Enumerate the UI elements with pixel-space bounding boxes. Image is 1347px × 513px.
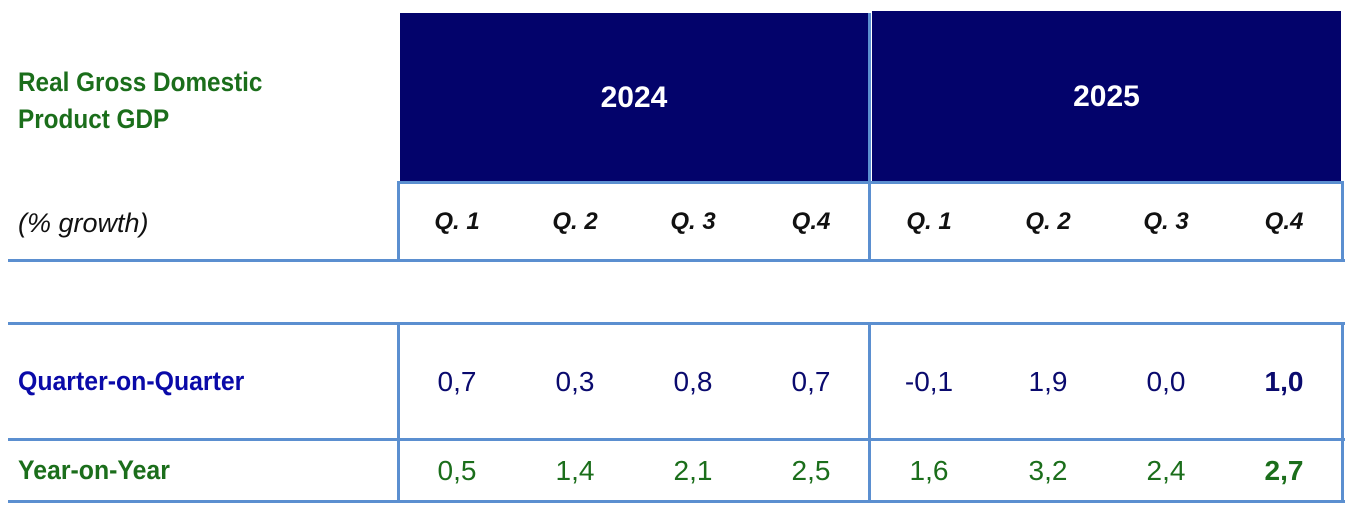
table-cell: 2,1 [673,455,713,486]
quarter-header: Q.4 [1264,208,1304,235]
table-cell: 0,5 [437,455,477,486]
year-header-2025: 2025 [872,11,1341,183]
year-label: 2024 [600,81,668,114]
table-cell: 1,0 [1264,366,1304,397]
table-cell: 2,4 [1146,455,1186,486]
table-subtitle: (% growth) [18,208,149,238]
quarter-header: Q. 2 [1025,208,1071,235]
year-label: 2025 [1073,80,1140,113]
table-cell: 0,3 [555,366,595,397]
body-column-border [397,322,400,503]
row-label-yoy: Year-on-Year [18,455,170,485]
quarter-header: Q. 3 [1143,208,1189,235]
table-cell: 1,4 [555,455,595,486]
quarter-header: Q. 3 [670,208,716,235]
header-column-border [868,13,871,262]
body-top-border [8,322,1345,325]
table-title: Real Gross Domestic Product GDP [18,67,263,134]
table-cell: 0,7 [791,366,831,397]
table-cell: 2,7 [1264,455,1304,486]
table-cell: -0,1 [904,366,954,397]
body-column-border [1341,322,1344,503]
table-cell: 0,7 [437,366,477,397]
table-cell: 0,8 [673,366,713,397]
header-column-border [397,183,400,262]
quarter-header: Q. 1 [906,208,952,235]
quarter-header: Q. 2 [552,208,598,235]
table-cell: 3,2 [1028,455,1068,486]
table-cell: 0,0 [1146,366,1186,397]
table-cell: 1,9 [1028,366,1068,397]
body-bottom-border [8,500,1345,503]
year-header-2024: 2024 [400,13,868,183]
quarter-header: Q. 1 [434,208,480,235]
table-cell: 2,5 [791,455,831,486]
body-column-border [868,322,871,503]
header-year-bottom-border [397,181,1344,184]
row-divider [8,438,1345,441]
header-column-border [1341,183,1344,262]
quarter-header: Q.4 [791,208,831,235]
table-cell: 1,6 [909,455,949,486]
row-label-qoq: Quarter-on-Quarter [18,366,245,396]
header-divider [8,259,1345,262]
